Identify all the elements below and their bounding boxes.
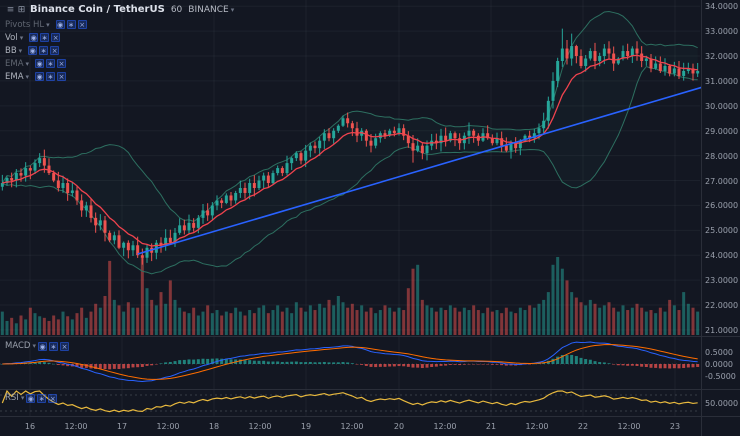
price-axis-label: 28.0000: [705, 151, 739, 161]
price-axis-label: 30.0000: [705, 101, 739, 111]
symbol-name[interactable]: Binance Coin / TetherUS: [30, 4, 165, 15]
macd-axis-label: 0.0000: [705, 360, 733, 369]
price-axis[interactable]: 34.0000 33.0000 32.0000 31.0000 30.0000 29.00…: [702, 0, 740, 417]
close-icon[interactable]: ×: [48, 393, 58, 403]
settings-icon[interactable]: ∗: [46, 59, 56, 68]
price-axis-label: 22.0000: [705, 301, 739, 311]
time-axis-label: 21: [485, 422, 497, 431]
exchange-selector[interactable]: BINANCE: [188, 4, 229, 15]
chevron-down-icon: ▾: [25, 59, 30, 68]
price-axis-label: 25.0000: [705, 226, 739, 236]
time-axis-label: 17: [116, 422, 128, 431]
time-axis-label: 19: [300, 422, 312, 431]
eye-icon[interactable]: ◉: [55, 20, 65, 29]
indicator-label[interactable]: BB: [5, 45, 17, 56]
time-axis-label: 18: [208, 422, 220, 431]
price-axis-label: 31.0000: [705, 76, 739, 86]
rsi-label[interactable]: RSI: [5, 393, 19, 403]
price-axis-label: 34.0000: [705, 2, 739, 12]
price-axis-label: 24.0000: [705, 251, 739, 261]
price-axis-label: 33.0000: [705, 27, 739, 37]
settings-icon[interactable]: ∗: [40, 33, 50, 42]
menu-icon[interactable]: ≡: [6, 4, 15, 15]
chevron-down-icon: ▾: [19, 33, 24, 42]
indicator-label[interactable]: Pivots HL: [5, 19, 45, 30]
time-axis-label: 12:00: [617, 422, 641, 431]
chevron-down-icon: ▾: [230, 5, 235, 14]
close-icon[interactable]: ×: [57, 72, 67, 81]
chevron-down-icon: ▾: [20, 394, 25, 402]
indicator-label[interactable]: EMA: [5, 58, 24, 69]
chevron-down-icon: ▾: [18, 46, 23, 55]
time-axis-label: 16: [24, 422, 36, 431]
indicator-row-vol: Vol ▾ ◉ ∗ ×: [5, 31, 234, 44]
time-axis-label: 12:00: [64, 422, 88, 431]
chevron-down-icon: ▾: [25, 72, 30, 81]
close-icon[interactable]: ×: [51, 33, 61, 42]
price-axis-label: 29.0000: [705, 126, 739, 136]
macd-label[interactable]: MACD: [5, 341, 31, 351]
close-icon[interactable]: ×: [57, 59, 67, 68]
indicator-legend-list: Pivots HL ▾ ◉ ∗ × Vol ▾ ◉ ∗ × BB ▾ ◉ ∗ × EMA ▾ ◉ ∗ × EMA ▾ ◉ ∗ ×: [5, 18, 234, 83]
chevron-down-icon: ▾: [46, 20, 50, 29]
rsi-legend: RSI ▾ ◉ ∗ ×: [5, 392, 58, 404]
settings-icon[interactable]: ∗: [39, 46, 49, 55]
time-axis-label: 12:00: [433, 422, 457, 431]
time-axis-label: 12:00: [525, 422, 549, 431]
eye-icon[interactable]: ◉: [29, 33, 39, 42]
indicator-row-pivots-hl: Pivots HL ▾ ◉ ∗ ×: [5, 18, 234, 31]
eye-icon[interactable]: ◉: [28, 46, 38, 55]
eye-icon[interactable]: ◉: [38, 341, 47, 351]
close-icon[interactable]: ×: [50, 46, 60, 55]
eye-icon[interactable]: ◉: [35, 72, 45, 81]
macd-legend: MACD ▾ ◉ ∗ ×: [5, 340, 69, 352]
time-axis-label: 23: [669, 422, 681, 431]
eye-icon[interactable]: ◉: [35, 59, 45, 68]
price-axis-label: 21.0000: [705, 325, 739, 335]
price-axis-label: 26.0000: [705, 201, 739, 211]
indicator-label[interactable]: Vol: [5, 32, 18, 43]
rsi-axis-label: 50.0000: [705, 399, 739, 408]
price-axis-label: 23.0000: [705, 276, 739, 286]
settings-icon[interactable]: ∗: [37, 393, 47, 403]
time-axis-label: 20: [393, 422, 405, 431]
price-axis-label: 27.0000: [705, 176, 739, 186]
settings-icon[interactable]: ∗: [49, 341, 58, 351]
time-axis-label: 22: [577, 422, 589, 431]
symbol-title-row: ≡ ⊞ Binance Coin / TetherUS 60 BINANCE ▾: [5, 3, 234, 16]
chart-type-icon[interactable]: ⊞: [17, 4, 26, 15]
price-axis-label: 32.0000: [705, 52, 739, 62]
macd-axis-label: 0.5000: [705, 348, 733, 358]
indicator-row-ema: EMA ▾ ◉ ∗ ×: [5, 57, 234, 70]
time-axis-label: 12:00: [340, 422, 364, 431]
close-icon[interactable]: ×: [77, 20, 87, 29]
indicator-row-bb: BB ▾ ◉ ∗ ×: [5, 44, 234, 57]
chart-legend: ≡ ⊞ Binance Coin / TetherUS 60 BINANCE ▾…: [5, 3, 234, 83]
settings-icon[interactable]: ∗: [66, 20, 76, 29]
time-axis[interactable]: 16 12:00 17 12:00 18 12:00 19 12:00 20 12:00 21 12:…: [0, 417, 740, 436]
interval-selector[interactable]: 60: [170, 4, 183, 15]
time-axis-label: 12:00: [156, 422, 180, 431]
indicator-label[interactable]: EMA: [5, 71, 24, 82]
macd-axis-label: -0.5000: [705, 371, 736, 381]
chevron-down-icon: ▾: [32, 342, 36, 350]
time-axis-label: 12:00: [248, 422, 272, 431]
settings-icon[interactable]: ∗: [46, 72, 56, 81]
eye-icon[interactable]: ◉: [26, 393, 36, 403]
close-icon[interactable]: ×: [60, 341, 69, 351]
indicator-row-ema: EMA ▾ ◉ ∗ ×: [5, 70, 234, 83]
